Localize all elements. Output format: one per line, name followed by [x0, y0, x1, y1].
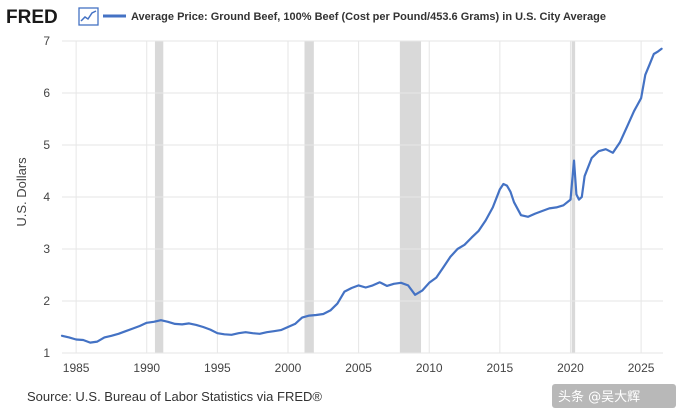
y-tick-label: 2 — [43, 294, 50, 308]
y-tick-label: 4 — [43, 190, 50, 204]
tick-labels: 1 2 3 4 5 6 7 1985 1990 1995 2000 2005 2010 2015 2020 2… — [43, 34, 654, 375]
y-tick-label: 7 — [43, 34, 50, 48]
x-tick-label: 2020 — [557, 361, 584, 375]
fred-logo[interactable]: FRED — [6, 7, 58, 28]
legend-label: Average Price: Ground Beef, 100% Beef (C… — [131, 11, 606, 23]
watermark-text: 头条 @吴大辉 — [558, 389, 640, 405]
x-tick-label: 1990 — [133, 361, 160, 375]
y-tick-label: 3 — [43, 242, 50, 256]
y-tick-label: 1 — [43, 346, 50, 360]
series-line — [60, 47, 663, 344]
fred-graph-icon — [78, 7, 99, 26]
grid-lines — [62, 40, 663, 354]
x-tick-label: 1995 — [204, 361, 231, 375]
x-tick-label: 2000 — [275, 361, 302, 375]
x-tick-label: 2025 — [628, 361, 655, 375]
watermark: 头条 @吴大辉 — [552, 384, 676, 408]
y-axis-title: U.S. Dollars — [14, 157, 29, 227]
source-note: Source: U.S. Bureau of Labor Statistics … — [27, 389, 322, 404]
x-tick-label: 1985 — [63, 361, 90, 375]
x-tick-label: 2010 — [416, 361, 443, 375]
x-tick-label: 2005 — [345, 361, 372, 375]
x-tick-label: 2015 — [487, 361, 514, 375]
series-layer — [60, 47, 663, 344]
y-tick-label: 6 — [43, 86, 50, 100]
y-tick-label: 5 — [43, 138, 50, 152]
